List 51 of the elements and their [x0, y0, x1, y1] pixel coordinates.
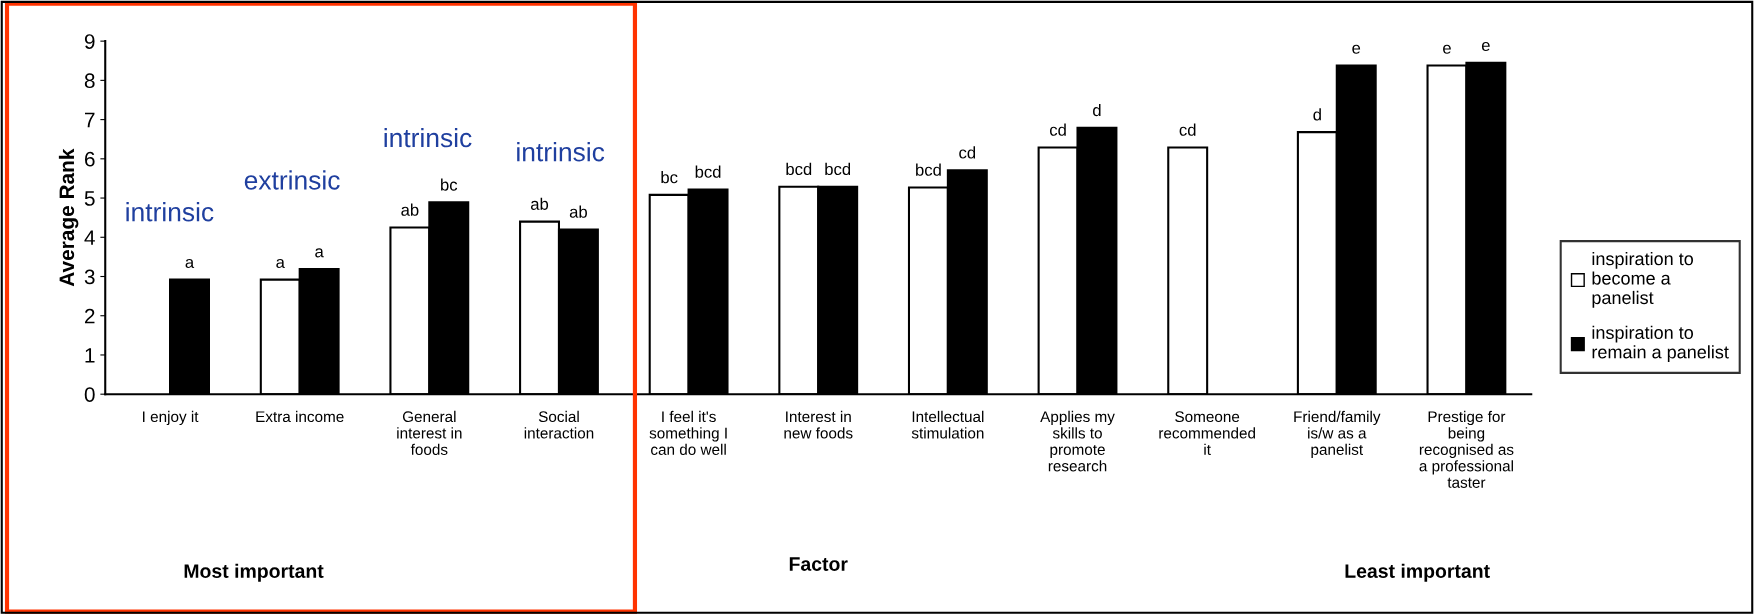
data-label: cd	[1179, 123, 1196, 136]
text: Least important	[1345, 563, 1490, 582]
data-label: ab	[530, 197, 549, 210]
x-tick-label: I feel it's something I can do well	[649, 410, 727, 455]
y-tick-label: 4	[84, 230, 95, 245]
data-label: e	[1352, 44, 1361, 54]
legend-label: inspiration to remain a panelist	[1592, 325, 1729, 363]
data-label: bcd	[825, 162, 851, 176]
annotation: intrinsic	[384, 127, 472, 148]
y-tick-label: 1	[85, 348, 95, 363]
data-label: bcd	[916, 163, 941, 176]
data-label: d	[1313, 108, 1321, 121]
annotation: intrinsic	[126, 202, 214, 222]
data-label: a	[276, 258, 285, 269]
y-tick-label: 9	[84, 34, 95, 49]
x-tick-label: Friend/family is/w as a panelist	[1294, 410, 1381, 459]
y-tick-label: 3	[84, 269, 95, 285]
y-tick-label: 8	[84, 73, 95, 89]
data-label: bc	[661, 171, 678, 184]
x-tick-label: Someone recommended it	[1159, 411, 1255, 455]
data-label: e	[1481, 41, 1490, 52]
y-tick-label: 2	[84, 308, 95, 324]
data-label: ab	[401, 203, 419, 216]
x-tick-label: Interest in new foods	[784, 410, 853, 439]
data-label: bc	[441, 178, 458, 191]
y-tick-label: 7	[85, 112, 95, 128]
x-tick-label: Extra income	[256, 410, 344, 423]
legend-label: inspiration to become a panelist	[1592, 251, 1694, 308]
data-label: a	[185, 258, 195, 269]
x-tick-label: Intellectual stimulation	[911, 410, 984, 439]
x-tick-label: Social interaction	[524, 410, 594, 439]
x-tick-label: General interest in foods	[397, 410, 462, 455]
data-label: d	[1093, 103, 1101, 117]
y-tick-label: 0	[84, 387, 95, 402]
data-label: ab	[569, 205, 587, 218]
data-label: cd	[1049, 123, 1066, 136]
annotation: extrinsic	[244, 170, 340, 190]
y-tick-label: 6	[84, 151, 95, 167]
data-label: cd	[959, 146, 976, 159]
data-label: bcd	[695, 165, 721, 178]
x-axis-title: Factor	[789, 557, 848, 571]
x-tick-label: Applies my skills to promote research	[1040, 410, 1115, 472]
data-label: e	[1443, 44, 1451, 54]
annotation: intrinsic	[517, 142, 605, 162]
y-axis-title: Average Rank	[58, 148, 79, 287]
data-label: bcd	[786, 162, 812, 176]
text: Most important	[184, 563, 324, 582]
x-tick-label: I enjoy it	[143, 410, 199, 426]
data-label: a	[315, 248, 324, 258]
y-tick-label: 5	[84, 191, 95, 206]
x-tick-label: Prestige for being recognised as a professional taster	[1419, 410, 1514, 488]
